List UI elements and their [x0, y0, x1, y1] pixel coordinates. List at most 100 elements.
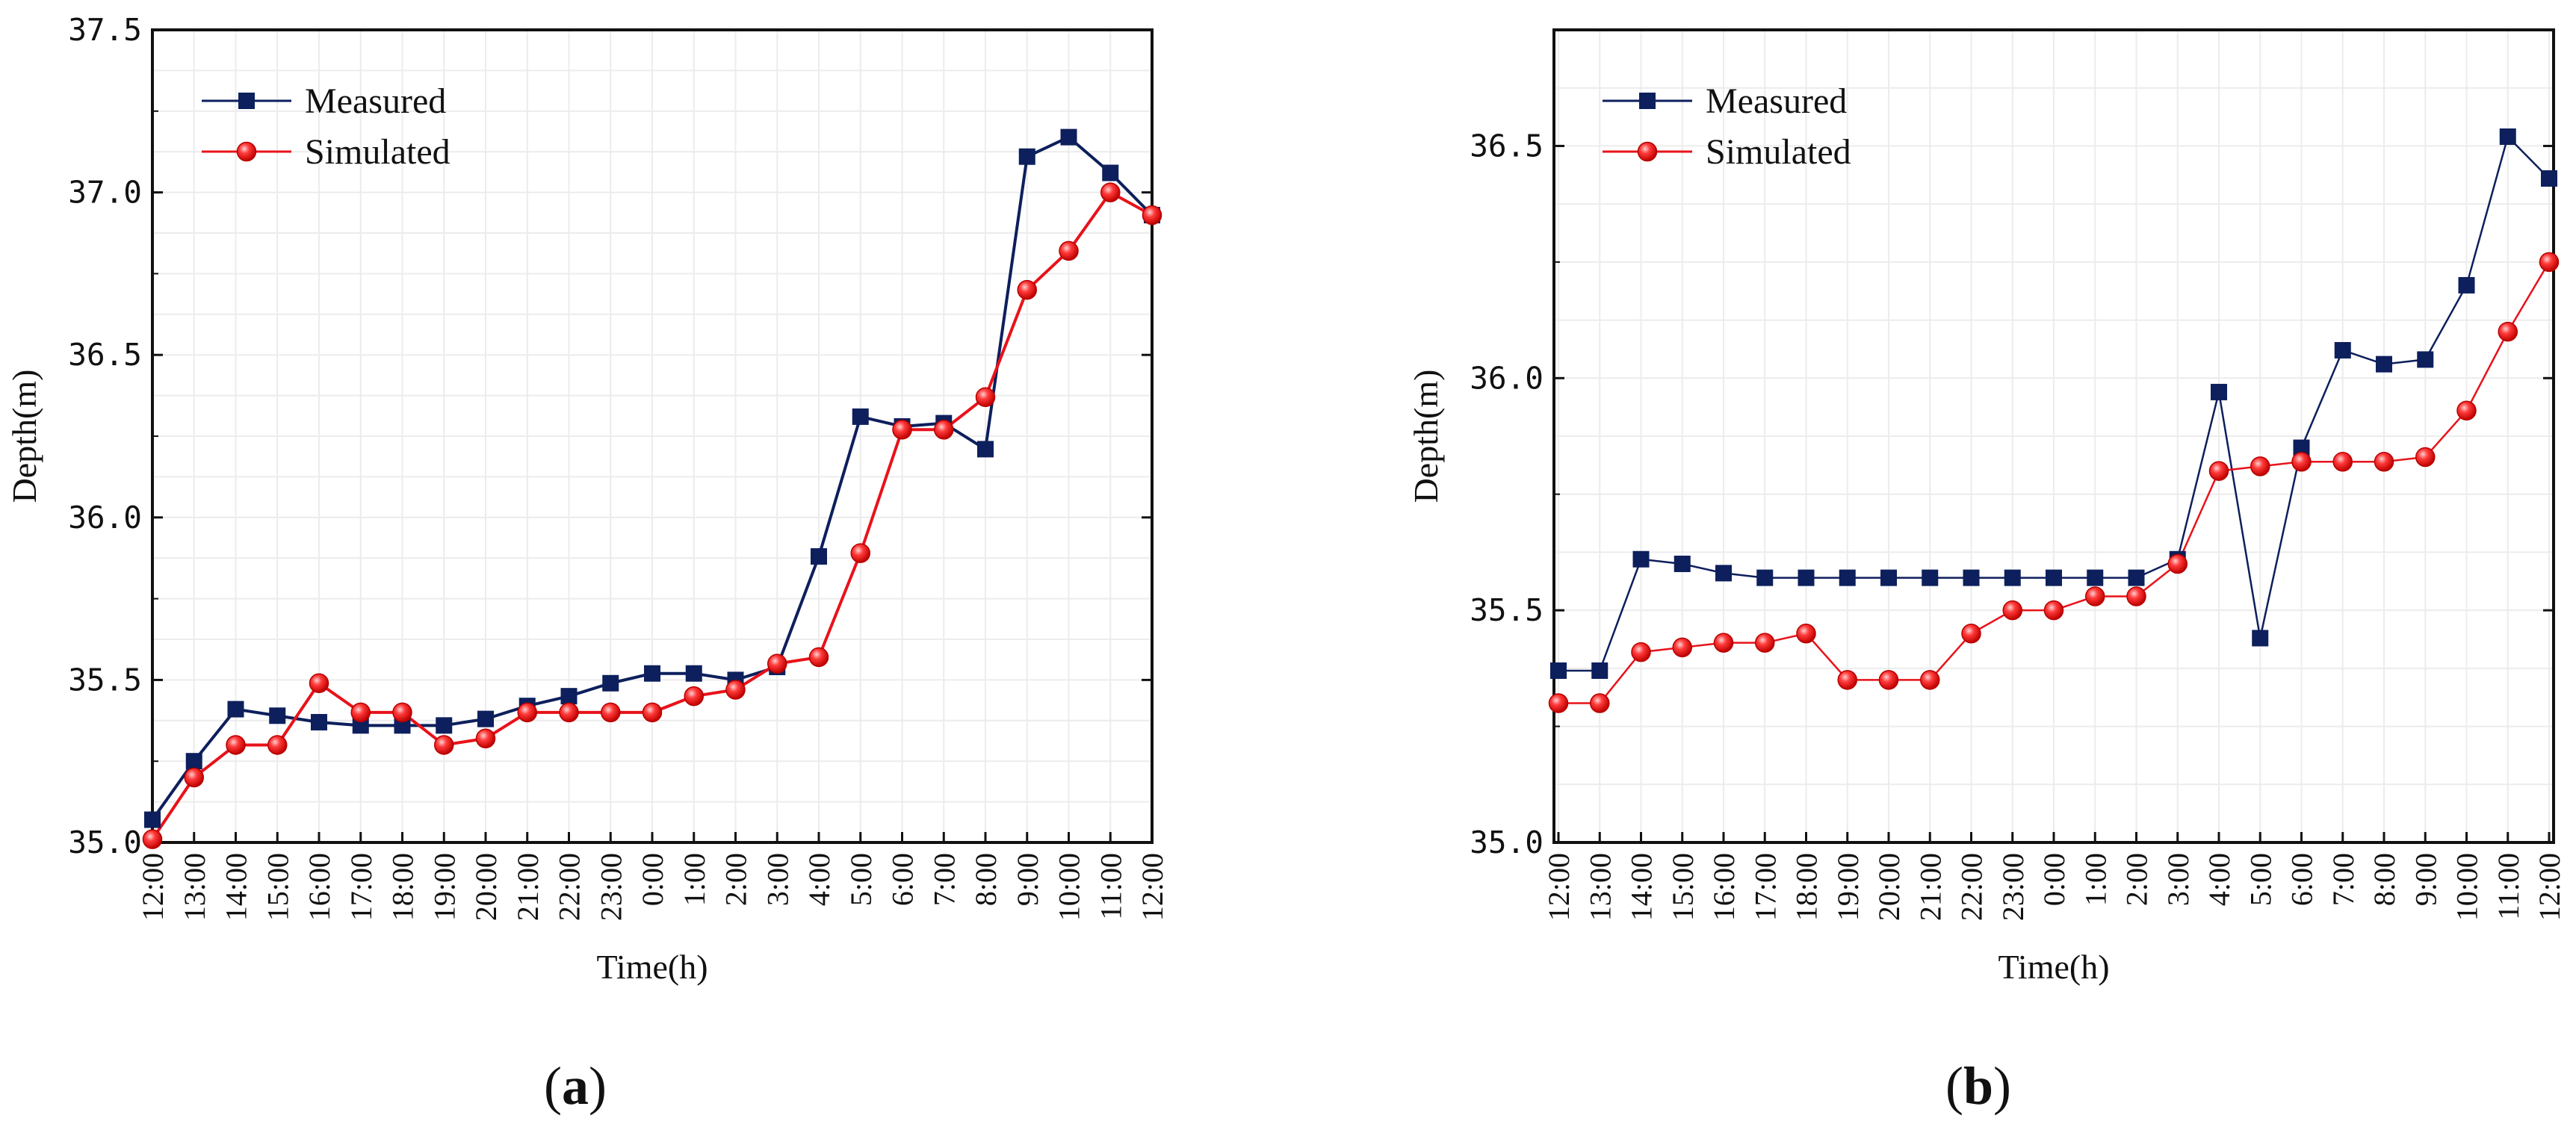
- data-point-measured: [1963, 569, 1980, 586]
- panel-label-a: (a): [544, 1056, 607, 1116]
- data-point-measured: [602, 674, 619, 692]
- data-point-simulated: [642, 702, 663, 723]
- data-point-simulated: [2250, 456, 2270, 477]
- x-tick-label: 0:00: [636, 853, 669, 906]
- data-point-simulated: [1142, 205, 1162, 226]
- x-tick-label: 13:00: [1583, 853, 1617, 921]
- x-tick-label: 8:00: [969, 853, 1003, 906]
- data-point-measured: [2046, 569, 2062, 586]
- data-point-simulated: [1837, 670, 1857, 690]
- legend-simulated-marker: [236, 141, 257, 162]
- data-point-measured: [1756, 569, 1774, 586]
- x-tick-label: 17:00: [1748, 853, 1782, 921]
- x-tick-label: 1:00: [2078, 853, 2112, 906]
- data-point-measured: [1839, 569, 1856, 586]
- x-tick-label: 22:00: [1955, 853, 1989, 921]
- x-tick-label: 19:00: [427, 853, 461, 921]
- data-point-measured: [811, 548, 827, 565]
- x-tick-label: 12:00: [1136, 853, 1169, 921]
- data-point-measured: [2417, 351, 2434, 368]
- x-tick-label: 23:00: [1996, 853, 2030, 921]
- data-point-measured: [560, 688, 578, 705]
- data-point-measured: [436, 717, 453, 734]
- data-point-measured: [2458, 276, 2475, 294]
- x-tick-label: 8:00: [2368, 853, 2401, 906]
- data-point-simulated: [226, 735, 246, 755]
- legend-marker-circle: [1637, 141, 1658, 162]
- panel-label-b: (b): [1945, 1056, 2011, 1116]
- data-point-simulated: [309, 673, 329, 694]
- data-point-measured: [269, 707, 286, 724]
- y-tick-label: 36.5: [1470, 128, 1544, 164]
- x-tick-label: 2:00: [2120, 853, 2154, 906]
- data-point-measured: [2128, 569, 2145, 586]
- data-point-measured: [2376, 356, 2392, 373]
- data-point-simulated: [1100, 182, 1121, 202]
- data-point-simulated: [1059, 240, 1079, 261]
- x-tick-label: 21:00: [511, 853, 545, 921]
- panel-label-b-close: ): [1993, 1056, 2011, 1116]
- data-point-measured: [311, 713, 327, 730]
- legend-simulated-marker: [1637, 141, 1658, 162]
- x-tick-label: 7:00: [927, 853, 961, 906]
- data-point-simulated: [350, 702, 371, 723]
- data-point-measured: [644, 665, 660, 682]
- data-point-simulated: [2085, 586, 2105, 606]
- y-tick-label: 37.0: [68, 175, 142, 211]
- data-point-measured: [1018, 148, 1035, 165]
- data-point-simulated: [601, 702, 621, 723]
- y-axis-title-a: Depth(m): [5, 370, 43, 503]
- data-point-simulated: [517, 702, 537, 723]
- panel-label-a-letter: a: [562, 1056, 589, 1116]
- data-point-measured: [977, 441, 994, 458]
- x-tick-label: 13:00: [178, 853, 211, 921]
- x-tick-label: 10:00: [1053, 853, 1086, 921]
- panel-label-a-close: ): [589, 1056, 607, 1116]
- data-point-measured: [1715, 565, 1732, 582]
- data-point-simulated: [2291, 451, 2312, 472]
- data-point-measured: [1674, 555, 1691, 572]
- x-tick-label: 18:00: [1790, 853, 1824, 921]
- grid-b: [1554, 29, 2554, 843]
- x-tick-label: 15:00: [1666, 853, 1700, 921]
- data-point-measured: [1632, 550, 1650, 568]
- data-point-measured: [685, 665, 702, 682]
- x-tick-label: 2:00: [719, 853, 753, 906]
- data-point-simulated: [1548, 693, 1569, 713]
- x-tick-label: 4:00: [802, 853, 836, 906]
- data-point-simulated: [2374, 451, 2394, 472]
- data-point-measured: [1880, 569, 1897, 586]
- data-point-simulated: [1017, 279, 1037, 300]
- x-tick-label: 18:00: [386, 853, 420, 921]
- data-point-measured: [1550, 662, 1567, 679]
- data-point-simulated: [767, 654, 787, 674]
- data-point-measured: [1591, 662, 1609, 679]
- data-point-simulated: [1672, 637, 1692, 658]
- x-tick-label: 22:00: [553, 853, 586, 921]
- data-point-measured: [2334, 341, 2351, 358]
- data-point-measured: [852, 408, 869, 425]
- x-tick-label: 6:00: [2285, 853, 2319, 906]
- x-tick-label: 12:00: [2533, 853, 2566, 921]
- x-tick-label: 5:00: [844, 853, 878, 906]
- data-point-measured: [144, 811, 161, 828]
- data-point-simulated: [1713, 633, 1734, 653]
- data-point-simulated: [267, 735, 288, 755]
- data-point-simulated: [850, 543, 870, 563]
- data-point-measured: [2252, 630, 2269, 647]
- data-point-measured: [2541, 170, 2557, 187]
- legend-marker-square: [238, 93, 255, 109]
- x-axis-b: 12:00 13:00 14:00 15:00 16:00 17:00 18:00 19:00…: [1542, 832, 2566, 921]
- data-point-simulated: [2043, 600, 2064, 621]
- legend-measured-label: Measured: [305, 81, 446, 121]
- x-tick-label: 14:00: [1625, 853, 1659, 921]
- data-point-measured: [227, 701, 244, 718]
- y-tick-label: 36.0: [68, 500, 142, 536]
- y-tick-label: 37.5: [68, 12, 142, 48]
- data-point-measured: [2211, 383, 2227, 400]
- x-tick-label: 16:00: [303, 853, 336, 921]
- x-tick-label: 12:00: [136, 853, 170, 921]
- data-point-measured: [1922, 569, 1939, 586]
- x-tick-label: 16:00: [1707, 853, 1741, 921]
- legend-marker-circle: [236, 141, 257, 162]
